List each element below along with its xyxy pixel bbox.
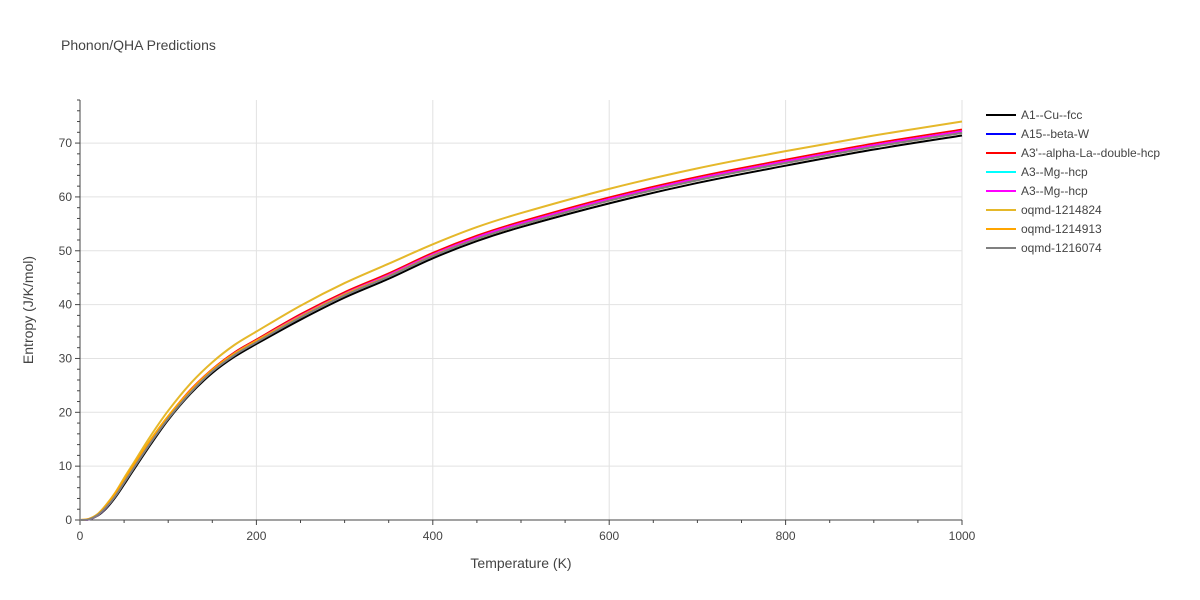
series-line <box>79 128 963 522</box>
series-line <box>79 130 963 522</box>
y-tick-label: 40 <box>59 298 73 312</box>
legend-item[interactable]: oqmd-1214913 <box>986 222 1102 236</box>
legend-label: A3--Mg--hcp <box>1021 165 1088 179</box>
x-tick-label: 200 <box>246 529 266 543</box>
y-tick-label: 60 <box>59 190 73 204</box>
series-layer <box>79 120 963 522</box>
y-tick-label: 70 <box>59 136 73 150</box>
legend-label: oqmd-1214824 <box>1021 203 1102 217</box>
axes: 0 200 400 600 800 1000 0 10 20 30 40 50 60 70 <box>59 99 976 543</box>
series-line <box>79 131 963 522</box>
series-line <box>79 130 963 522</box>
legend-label: A1--Cu--fcc <box>1021 108 1082 122</box>
x-axis-title: Temperature (K) <box>470 555 571 571</box>
y-axis-title: Entropy (J/K/mol) <box>20 256 36 364</box>
series-line <box>79 131 963 521</box>
series-line <box>79 134 963 521</box>
legend-label: A3--Mg--hcp <box>1021 184 1088 198</box>
legend-item[interactable]: oqmd-1214824 <box>986 203 1102 217</box>
legend-label: oqmd-1216074 <box>1021 241 1102 255</box>
legend-item[interactable]: A3'--alpha-La--double-hcp <box>986 146 1160 160</box>
legend-item[interactable]: A3--Mg--hcp <box>986 165 1088 179</box>
legend[interactable]: A1--Cu--fcc A15--beta-W A3'--alpha-La--dou… <box>986 108 1160 255</box>
grid <box>80 100 963 520</box>
y-tick-label: 20 <box>59 405 73 419</box>
x-tick-label: 800 <box>776 529 796 543</box>
legend-label: A15--beta-W <box>1021 127 1090 141</box>
series-line <box>79 120 963 521</box>
legend-label: oqmd-1214913 <box>1021 222 1102 236</box>
legend-item[interactable]: A15--beta-W <box>986 127 1090 141</box>
x-tick-label: 600 <box>599 529 619 543</box>
y-tick-label: 50 <box>59 244 73 258</box>
legend-item[interactable]: oqmd-1216074 <box>986 241 1102 255</box>
legend-item[interactable]: A3--Mg--hcp <box>986 184 1088 198</box>
y-tick-label: 30 <box>59 351 73 365</box>
chart-title: Phonon/QHA Predictions <box>61 37 216 53</box>
series-line <box>79 130 963 522</box>
legend-label: A3'--alpha-La--double-hcp <box>1021 146 1160 160</box>
legend-item[interactable]: A1--Cu--fcc <box>986 108 1082 122</box>
y-tick-label: 0 <box>65 513 72 527</box>
y-tick-label: 10 <box>59 459 73 473</box>
x-tick-label: 0 <box>77 529 84 543</box>
x-tick-label: 1000 <box>949 529 976 543</box>
x-tick-label: 400 <box>423 529 443 543</box>
